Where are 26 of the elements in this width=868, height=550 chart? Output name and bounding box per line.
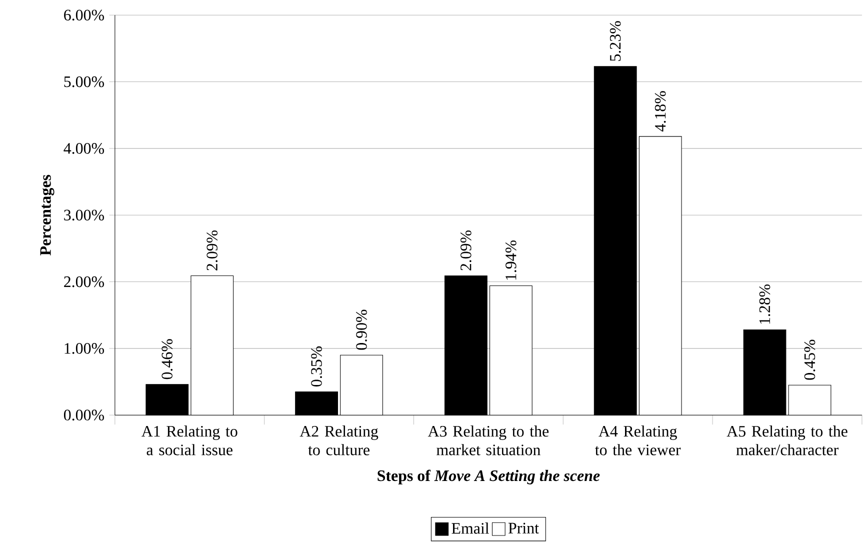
data-label: 0.46% [162,339,173,380]
y-tick-label: 6.00% [64,10,104,21]
data-label: 5.23% [610,21,621,61]
data-label: 1.94% [506,240,516,280]
x-tick-label: A1 Relating to a social issue [142,425,238,456]
y-tick-label: 3.00% [64,210,104,220]
y-tick-label: 0.00% [64,410,104,420]
y-tick-label: 2.00% [64,276,104,288]
x-tick-label: A3 Relating to the market situation [428,425,549,456]
y-tick-label: 4.00% [64,143,104,154]
y-tick-label: 1.00% [64,342,104,354]
data-label: 2.09% [460,230,472,270]
x-tick-label: A4 Relating to the viewer [595,425,681,456]
y-axis-title: Percentages [40,174,54,256]
x-axis-title: Steps of Move A Setting the scene [378,470,600,484]
data-label: 4.18% [654,91,666,132]
data-label: 2.09% [206,230,218,270]
data-label: 0.45% [804,340,816,380]
legend-label: Email [452,522,490,534]
legend-label: Print [508,522,539,534]
x-tick-label: A5 Relating to the maker/character [726,425,848,456]
data-label: 1.28% [759,284,770,324]
x-tick-label: A2 Relating to culture [300,425,378,456]
y-tick-label: 5.00% [64,76,104,88]
data-label: 0.90% [356,310,367,350]
data-label: 0.35% [311,346,322,386]
